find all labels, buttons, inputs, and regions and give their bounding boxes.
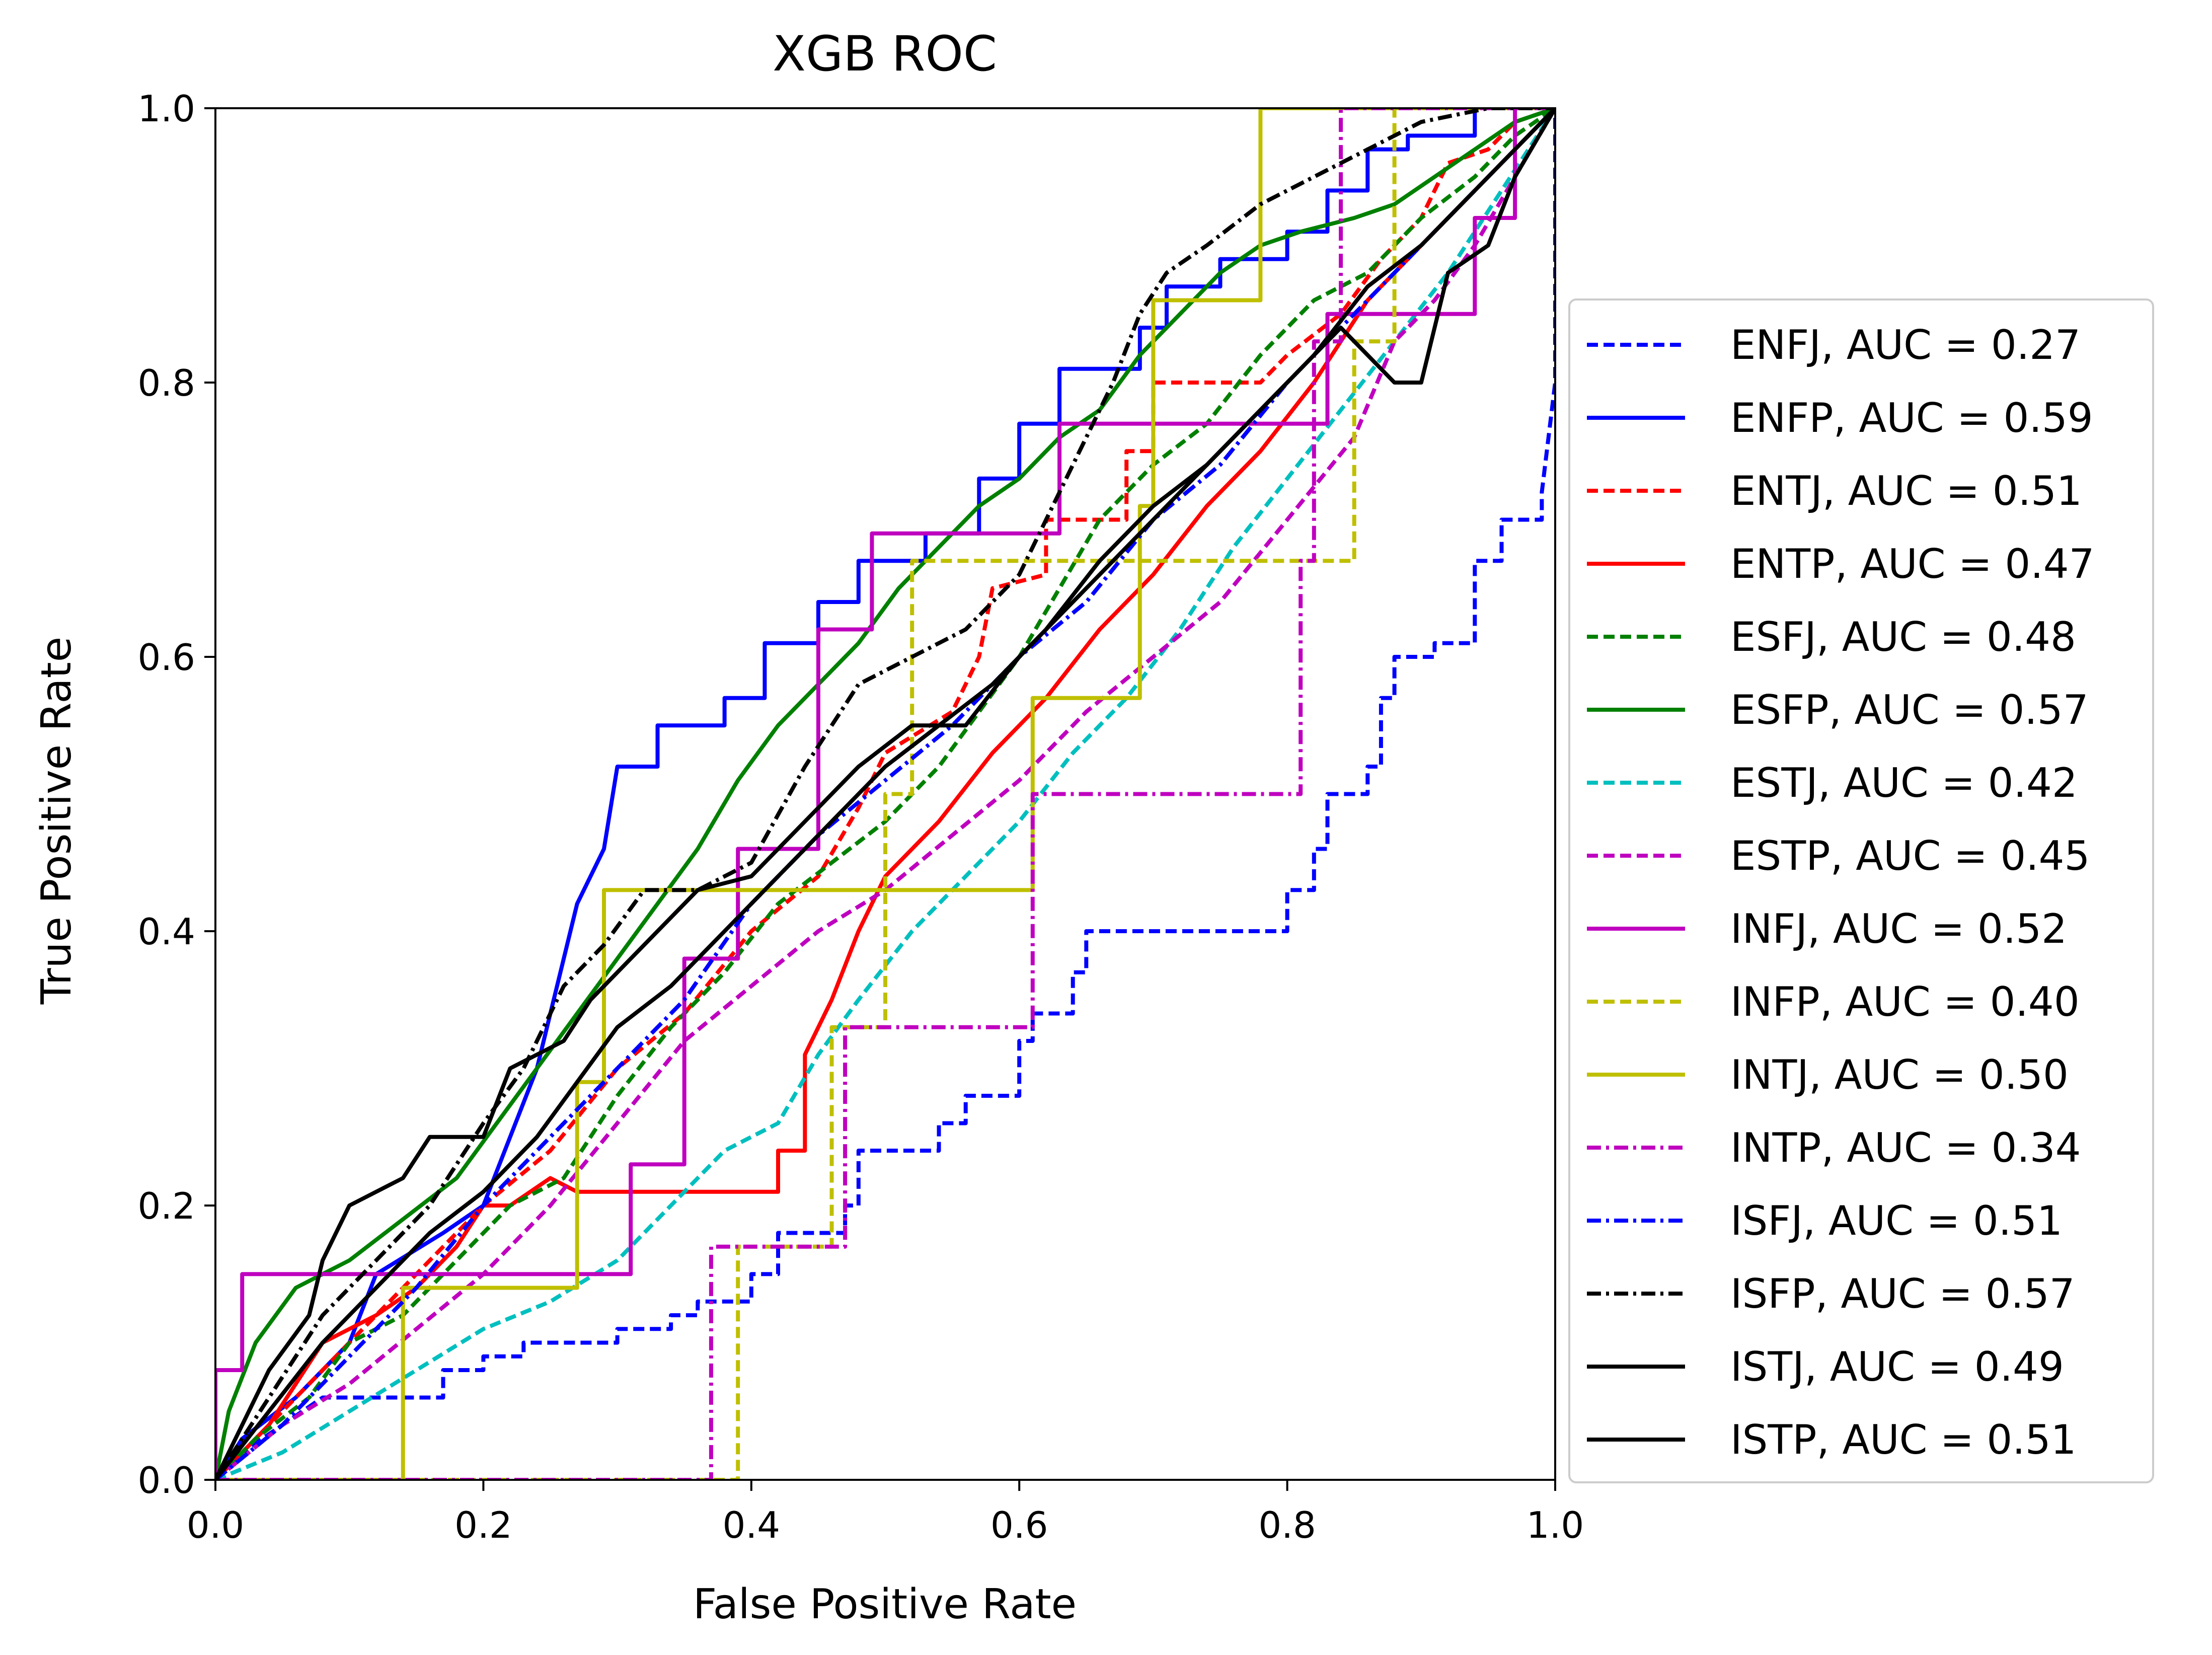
x-tick-label: 1.0: [1527, 1504, 1584, 1546]
legend-box: [1568, 298, 2154, 1483]
x-tick-label: 0.8: [1258, 1504, 1316, 1546]
y-tick-label: 0.4: [137, 911, 195, 953]
legend-entry: INTP, AUC = 0.34: [1730, 1124, 2081, 1171]
x-tick-label: 0.0: [187, 1504, 245, 1546]
series-line-entp: [215, 108, 1555, 1480]
series-line-enfj: [215, 108, 1555, 1480]
legend-entry: ESTP, AUC = 0.45: [1730, 833, 2090, 879]
legend-entry: ISFP, AUC = 0.57: [1730, 1270, 2075, 1317]
x-tick-label: 0.6: [990, 1504, 1048, 1546]
legend-entry: ISTP, AUC = 0.51: [1730, 1416, 2077, 1463]
series-line-esfp: [215, 108, 1555, 1480]
legend-entry: ENTP, AUC = 0.47: [1730, 541, 2095, 587]
x-axis-label: False Positive Rate: [693, 1581, 1077, 1628]
y-axis-label: True Positive Rate: [33, 637, 81, 1005]
series-line-estj: [215, 108, 1555, 1480]
legend-entry: INFJ, AUC = 0.52: [1730, 906, 2067, 952]
series-line-isfj: [215, 108, 1555, 1480]
legend-entry: ENFJ, AUC = 0.27: [1730, 322, 2081, 368]
series-line-istp: [215, 108, 1555, 1480]
series-line-isfp: [215, 108, 1555, 1480]
legend-entry: ENTJ, AUC = 0.51: [1730, 468, 2082, 514]
legend-entry: INTJ, AUC = 0.50: [1730, 1051, 2069, 1098]
plot-area: [215, 108, 1555, 1480]
y-tick-label: 0.2: [137, 1185, 195, 1227]
chart-title: XGB ROC: [773, 26, 997, 82]
legend-entry: ENFP, AUC = 0.59: [1730, 395, 2093, 441]
legend-entry: INFP, AUC = 0.40: [1730, 979, 2080, 1025]
y-tick-label: 0.8: [137, 362, 195, 404]
series-line-estp: [215, 108, 1555, 1480]
legend-entry: ESFJ, AUC = 0.48: [1730, 614, 2076, 660]
series-line-istj: [215, 108, 1555, 1480]
y-tick-label: 0.6: [137, 636, 195, 679]
legend-entry: ESTJ, AUC = 0.42: [1730, 760, 2078, 806]
plot-frame: [214, 107, 1556, 1481]
legend-entry: ISFJ, AUC = 0.51: [1730, 1197, 2063, 1244]
series-line-infj: [215, 108, 1555, 1480]
axes: 0.0 0.2 0.4 0.6 0.8 1.0 0.0 0.2 0.4 0.6 0.8 1.0: [137, 88, 1584, 1546]
x-tick-label: 0.2: [454, 1504, 512, 1546]
y-tick-label: 0.0: [137, 1459, 195, 1501]
x-tick-label: 0.4: [723, 1504, 781, 1546]
legend-entry: ESFP, AUC = 0.57: [1730, 687, 2089, 733]
y-tick-label: 1.0: [137, 88, 195, 130]
legend: ENFJ, AUC = 0.27 ENFP, AUC = 0.59 ENTJ, AU…: [1568, 298, 2154, 1483]
legend-entry: ISTJ, AUC = 0.49: [1730, 1343, 2064, 1390]
series-line-intp: [215, 108, 1555, 1480]
